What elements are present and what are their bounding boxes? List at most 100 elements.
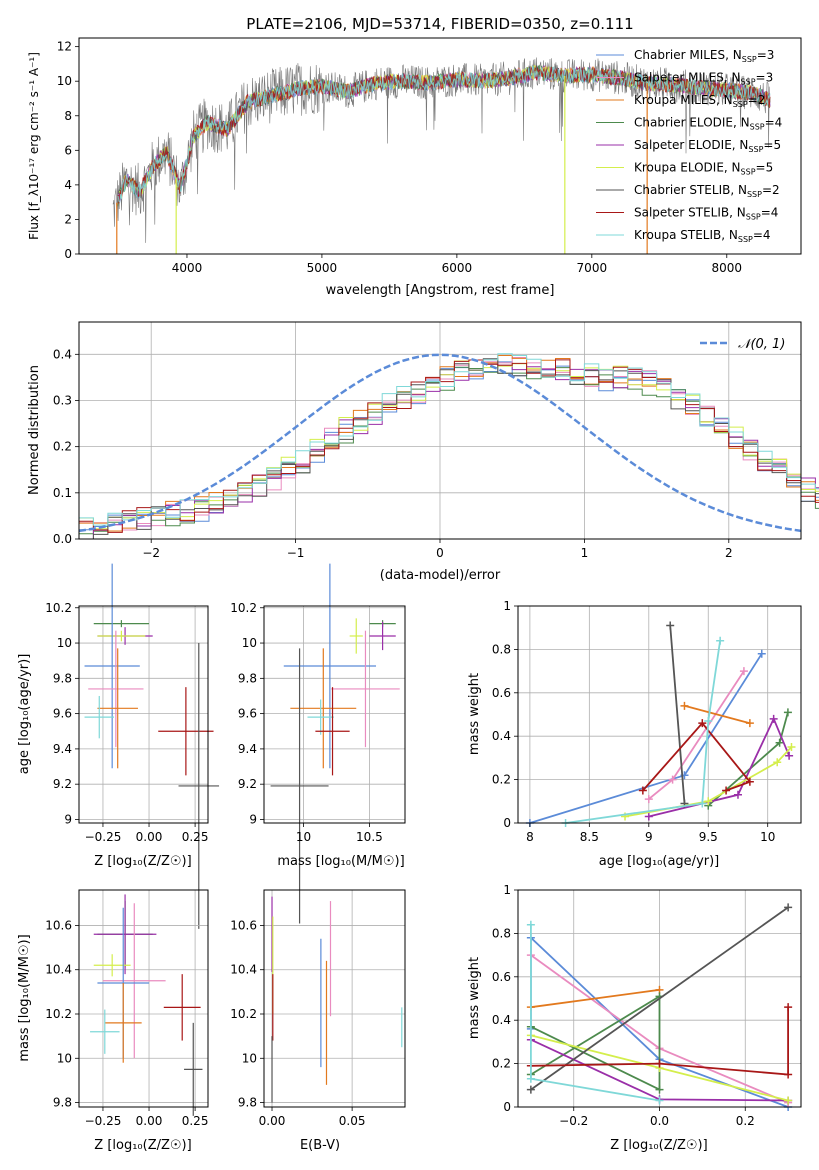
- mass-weight-marker: [784, 1003, 793, 1012]
- z-mass-panel: −0.25 0.00 0.25 9.8 10 10.2 10.4 10.6 Z [log₁₀(…: [17, 889, 209, 1153]
- x-tick-label: 7000: [577, 261, 608, 275]
- legend-suffix: =4: [761, 206, 779, 220]
- legend-subscript: SSP: [733, 100, 748, 109]
- mass-weight-marker: [784, 903, 793, 912]
- y-tick-label: 9.4: [238, 742, 257, 756]
- mass-weight-line: [530, 988, 660, 1009]
- x-tick-label: 6000: [442, 261, 473, 275]
- mass-weight-marker: [783, 708, 792, 717]
- age-massweight-xlabel: age [log₁₀(age/yr)]: [599, 854, 720, 869]
- mass-weight-marker: [733, 790, 742, 799]
- mass-weight-marker: [638, 786, 647, 795]
- mass-weight-marker: [745, 719, 754, 728]
- z-massweight-xlabel: Z [log₁₀(Z/Z☉)]: [610, 1138, 707, 1153]
- mass-weight-marker: [655, 1059, 664, 1068]
- x-tick-label: 0: [436, 546, 444, 560]
- mass-weight-line: [530, 994, 661, 1092]
- y-tick-label: 0.6: [492, 970, 511, 984]
- histogram-legend: 𝒩(0, 1): [700, 337, 785, 352]
- y-tick-label: 0.4: [492, 729, 511, 743]
- y-tick-label: 0.2: [53, 440, 72, 454]
- y-tick-label: 9.8: [53, 671, 72, 685]
- spectrum-xlabel: wavelength [Angstrom, rest frame]: [326, 283, 555, 298]
- age-massweight-ylabel: mass weight: [467, 673, 482, 755]
- model-spectrum-line: [117, 65, 771, 203]
- mass-weight-marker: [526, 920, 535, 929]
- x-tick-label: 1: [581, 546, 589, 560]
- mass-weight-line: [565, 640, 721, 824]
- y-tick-label: 8: [64, 109, 72, 123]
- y-tick-label: 0: [64, 247, 72, 261]
- y-tick-label: 9.8: [238, 1096, 257, 1110]
- mass-weight-marker: [739, 667, 748, 676]
- residual-histogram-panel: −2 −1 0 1 2 0.0 0.1 0.2 0.3 0.4 (data-model)/erro…: [27, 321, 819, 583]
- x-tick-label: 0.25: [182, 1114, 209, 1128]
- y-tick-label: 0.3: [53, 393, 72, 407]
- axes-frame: [78, 889, 209, 1108]
- y-tick-label: 9.8: [238, 671, 257, 685]
- mass-weight-line: [684, 704, 751, 725]
- legend-label: Kroupa ELODIE, NSSP=5: [634, 161, 773, 177]
- axes-frame: [263, 605, 406, 824]
- normal-curve-legend-label: 𝒩(0, 1): [738, 337, 785, 352]
- legend-suffix: =4: [753, 228, 771, 242]
- y-tick-label: 1: [503, 883, 511, 897]
- y-tick-label: 10: [57, 74, 72, 88]
- legend-label: Kroupa MILES, NSSP=2: [634, 93, 765, 109]
- z-massweight-ylabel: mass weight: [467, 957, 482, 1039]
- histogram-ylabel: Normed distribution: [27, 365, 42, 495]
- x-tick-label: 9: [645, 830, 653, 844]
- y-tick-label: 0.8: [492, 642, 511, 656]
- x-tick-label: 9.5: [699, 830, 718, 844]
- y-tick-label: 2: [64, 212, 72, 226]
- axes-frame: [263, 889, 406, 1108]
- axes-frame: [78, 37, 802, 255]
- y-tick-label: 0.4: [492, 1013, 511, 1027]
- mass-weight-marker: [655, 1096, 664, 1105]
- x-tick-label: 8.5: [580, 830, 599, 844]
- legend-suffix: =4: [765, 116, 783, 130]
- ebv-mass-panel: 0.00 0.05 9.8 10 10.2 10.4 10.6 E(B-V): [230, 889, 406, 1153]
- mass-weight-marker: [526, 1085, 535, 1094]
- y-tick-label: 9.4: [53, 742, 72, 756]
- legend-subscript: SSP: [750, 123, 765, 132]
- y-tick-label: 9.8: [53, 1096, 72, 1110]
- mass-weight-marker: [698, 799, 707, 808]
- z-age-panel: −0.25 0.00 0.25 9 9.2 9.4 9.6 9.8 10 10.2 Z [log₁…: [17, 563, 220, 929]
- y-tick-label: 9.2: [238, 777, 257, 791]
- legend-suffix: =5: [756, 161, 774, 175]
- histogram-step-line: [79, 366, 819, 535]
- mass-weight-line: [530, 1007, 789, 1076]
- x-tick-label: 10.5: [356, 830, 383, 844]
- y-tick-label: 4: [64, 178, 72, 192]
- y-tick-label: 10.2: [45, 601, 72, 615]
- x-tick-label: 5000: [307, 261, 338, 275]
- y-tick-label: 0: [503, 1100, 511, 1114]
- mass-weight-line: [669, 625, 686, 804]
- x-tick-label: 4000: [172, 261, 203, 275]
- y-tick-label: 9.2: [53, 777, 72, 791]
- histogram-step-line: [79, 353, 819, 526]
- axes-frame: [78, 321, 802, 540]
- legend-subscript: SSP: [747, 190, 762, 199]
- histogram-step-line: [79, 358, 819, 540]
- y-tick-label: 10.4: [45, 963, 72, 977]
- legend-label: Kroupa STELIB, NSSP=4: [634, 228, 771, 244]
- y-tick-label: 9.6: [238, 707, 257, 721]
- mass-weight-marker: [668, 775, 677, 784]
- y-tick-label: 10: [242, 1051, 257, 1065]
- mass-weight-marker: [769, 714, 778, 723]
- x-tick-label: 0.0: [650, 1114, 669, 1128]
- x-tick-label: −0.2: [559, 1114, 588, 1128]
- y-tick-label: 10.4: [230, 963, 257, 977]
- y-tick-label: 10: [57, 1051, 72, 1065]
- y-tick-label: 12: [57, 40, 72, 54]
- age-massweight-panel: 8 8.5 9 9.5 10 0 0.2 0.4 0.6 0.8 1 age [log₁₀(age/…: [467, 599, 802, 869]
- axes-frame: [517, 889, 802, 1108]
- y-tick-label: 0.6: [492, 686, 511, 700]
- x-tick-label: 2: [725, 546, 733, 560]
- legend-suffix: =3: [756, 71, 774, 85]
- legend-subscript: SSP: [748, 145, 763, 154]
- mass-weight-marker: [787, 743, 796, 752]
- y-tick-label: 0.8: [492, 926, 511, 940]
